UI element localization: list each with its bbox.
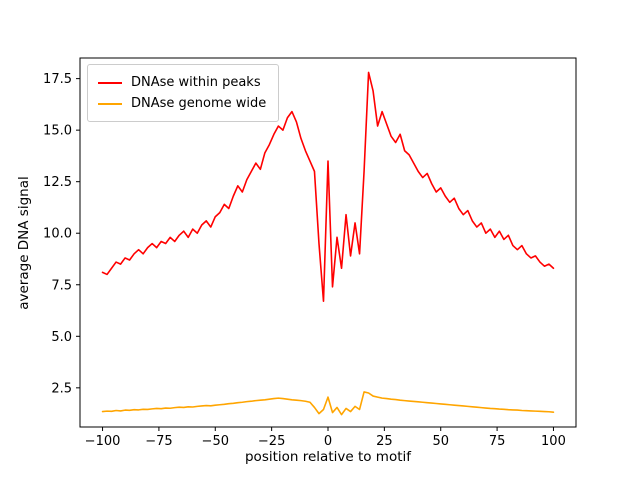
legend-label: DNAse within peaks — [131, 75, 261, 90]
y-tick-label: 2.5 — [51, 381, 72, 396]
y-tick-label: 15.0 — [43, 124, 72, 139]
series-line-1 — [101, 391, 555, 416]
y-tick-label: 10.0 — [43, 227, 72, 242]
legend-item-dnase-within-peaks: DNAse within peaks — [98, 72, 266, 93]
legend-line-orange — [98, 102, 122, 105]
x-tick-label: −75 — [145, 434, 172, 449]
x-tick-label: 75 — [489, 434, 506, 449]
legend-label: DNAse genome wide — [131, 96, 267, 111]
x-tick-label: 25 — [376, 434, 393, 449]
x-tick-label: 50 — [432, 434, 449, 449]
x-tick-label: 0 — [324, 434, 332, 449]
x-tick-label: −25 — [258, 434, 285, 449]
legend-item-dnase-genome-wide: DNAse genome wide — [98, 93, 266, 114]
x-axis-label: position relative to motif — [244, 449, 412, 465]
y-tick-label: 12.5 — [43, 175, 72, 190]
y-tick-label: 17.5 — [43, 72, 72, 87]
legend-line-red — [98, 81, 122, 84]
y-tick-label: 7.5 — [51, 278, 72, 293]
x-tick-label: −50 — [202, 434, 229, 449]
y-axis-label: average DNA signal — [16, 176, 32, 310]
y-tick-label: 5.0 — [51, 330, 72, 345]
x-tick-label: 100 — [541, 434, 566, 449]
series-line-0 — [101, 71, 555, 303]
x-tick-label: −100 — [85, 434, 121, 449]
legend: DNAse within peaks DNAse genome wide — [87, 64, 280, 122]
